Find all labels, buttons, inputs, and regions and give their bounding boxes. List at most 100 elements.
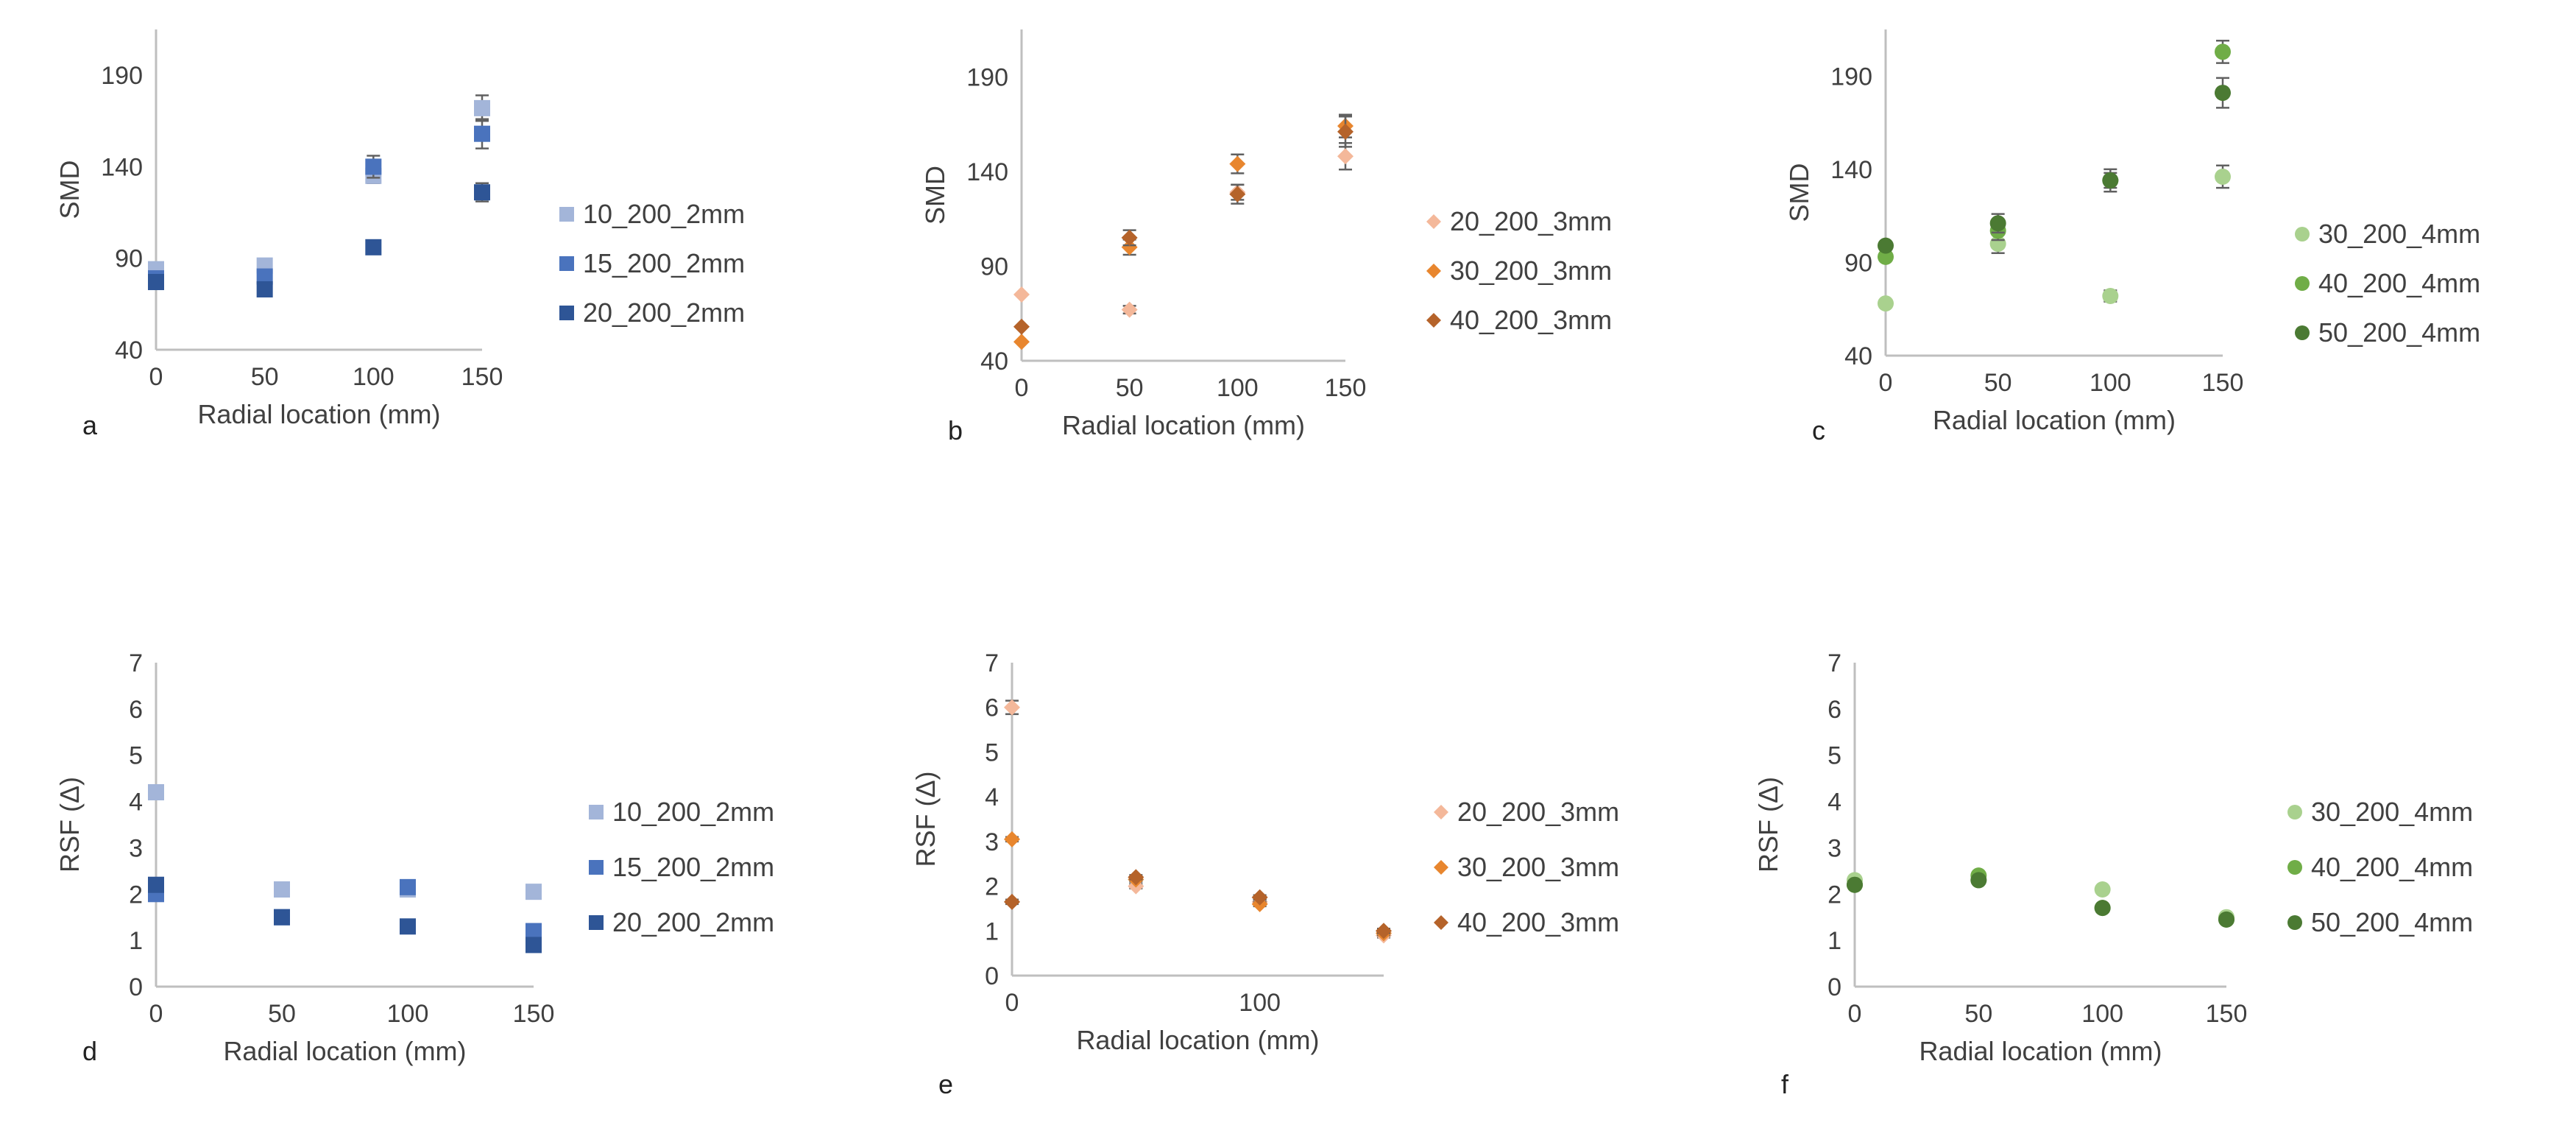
x-tick-label: 150 xyxy=(461,363,503,391)
chart-panel-a: 40 90 140 190 0 50 100 150 Radial location (mm) S… xyxy=(54,29,745,440)
y-tick-label: 40 xyxy=(1844,342,1872,370)
data-point-30_200_3mm xyxy=(1004,831,1020,847)
legend-marker-20_200_2mm xyxy=(589,915,604,930)
panel-label: b xyxy=(948,415,963,445)
y-tick-label: 4 xyxy=(129,789,143,817)
data-point-15_200_2mm xyxy=(474,125,490,142)
y-tick-label: 3 xyxy=(985,828,999,856)
x-axis-label: Radial location (mm) xyxy=(1076,1025,1319,1055)
data-point-20_200_3mm xyxy=(1121,301,1138,318)
data-point-20_200_2mm xyxy=(274,909,290,926)
legend-marker-20_200_3mm xyxy=(1434,805,1448,819)
x-tick-label: 100 xyxy=(387,1000,429,1028)
data-point-40_200_3mm xyxy=(1121,229,1138,246)
y-axis-label: RSF (Δ) xyxy=(54,777,85,873)
legend-label: 50_200_4mm xyxy=(2311,907,2473,937)
y-axis-label: RSF (Δ) xyxy=(910,771,941,867)
y-tick-label: 2 xyxy=(1827,881,1841,909)
data-point-20_200_2mm xyxy=(256,281,273,297)
legend-label: 30_200_4mm xyxy=(2318,219,2480,249)
y-axis-label: SMD xyxy=(1784,163,1814,222)
y-axis-label: SMD xyxy=(920,166,950,225)
legend-marker-40_200_4mm xyxy=(2287,860,2302,875)
legend-label: 30_200_4mm xyxy=(2311,797,2473,827)
y-tick-label: 6 xyxy=(129,696,143,724)
y-tick-label: 90 xyxy=(115,245,143,273)
legend-marker-15_200_2mm xyxy=(589,860,604,875)
x-tick-label: 100 xyxy=(353,363,394,391)
data-point-20_200_3mm xyxy=(1004,699,1020,716)
data-point-30_200_4mm xyxy=(2094,881,2111,898)
y-tick-label: 2 xyxy=(129,881,143,909)
legend-label: 40_200_4mm xyxy=(2311,852,2473,882)
legend-label: 40_200_3mm xyxy=(1457,907,1619,937)
data-point-20_200_2mm xyxy=(148,876,164,893)
x-tick-label: 50 xyxy=(1964,1000,1992,1028)
data-point-15_200_2mm xyxy=(400,878,416,895)
legend-label: 40_200_3mm xyxy=(1450,305,1612,335)
y-tick-label: 190 xyxy=(966,63,1008,91)
x-tick-label: 0 xyxy=(149,1000,163,1028)
legend-marker-50_200_4mm xyxy=(2287,915,2302,930)
x-tick-label: 0 xyxy=(1879,369,1893,397)
panel-label: a xyxy=(82,410,98,440)
y-tick-label: 190 xyxy=(101,62,143,90)
y-tick-label: 4 xyxy=(1827,789,1841,817)
data-point-15_200_2mm xyxy=(365,158,382,175)
legend-marker-10_200_2mm xyxy=(589,805,604,819)
x-tick-label: 150 xyxy=(513,1000,555,1028)
legend-marker-20_200_2mm xyxy=(559,306,574,320)
legend-marker-40_200_3mm xyxy=(1434,915,1448,930)
y-tick-label: 5 xyxy=(985,739,999,766)
legend-marker-30_200_4mm xyxy=(2295,227,2310,242)
legend-label: 20_200_2mm xyxy=(612,907,774,937)
x-axis-label: Radial location (mm) xyxy=(223,1036,466,1066)
x-tick-label: 100 xyxy=(1217,374,1259,402)
x-axis-label: Radial location (mm) xyxy=(197,399,440,429)
legend-label: 20_200_3mm xyxy=(1450,206,1612,236)
data-point-50_200_4mm xyxy=(1847,876,1863,893)
data-point-20_200_2mm xyxy=(526,937,542,953)
chart-panel-c: 40 90 140 190 0 50 100 150 Radial location (mm) S… xyxy=(1784,29,2480,445)
legend-label: 15_200_2mm xyxy=(583,248,745,278)
data-point-20_200_2mm xyxy=(365,239,382,255)
x-tick-label: 0 xyxy=(1015,374,1029,402)
x-tick-label: 100 xyxy=(2090,369,2131,397)
data-point-30_200_4mm xyxy=(2102,287,2119,304)
panel-label: f xyxy=(1781,1069,1789,1099)
chart-panel-b: 40 90 140 190 0 50 100 150 Radial location (mm) S… xyxy=(920,29,1612,445)
x-tick-label: 100 xyxy=(2081,1000,2123,1028)
data-point-40_200_3mm xyxy=(1229,186,1246,202)
x-tick-label: 50 xyxy=(268,1000,296,1028)
legend-label: 30_200_3mm xyxy=(1450,255,1612,286)
y-tick-label: 6 xyxy=(1827,696,1841,724)
data-point-30_200_4mm xyxy=(2215,168,2231,185)
data-point-50_200_4mm xyxy=(2102,172,2119,189)
panel-label: c xyxy=(1812,415,1825,445)
legend-label: 10_200_2mm xyxy=(583,199,745,229)
legend-marker-40_200_4mm xyxy=(2295,276,2310,291)
legend-marker-30_200_3mm xyxy=(1434,860,1448,875)
x-tick-label: 150 xyxy=(2206,1000,2248,1028)
data-point-10_200_2mm xyxy=(148,784,164,800)
data-point-50_200_4mm xyxy=(2094,900,2111,917)
y-tick-label: 140 xyxy=(101,153,143,181)
legend-marker-20_200_3mm xyxy=(1426,214,1441,229)
x-tick-label: 50 xyxy=(251,363,279,391)
y-tick-label: 0 xyxy=(985,962,999,990)
y-tick-label: 1 xyxy=(985,917,999,945)
chart-panel-d: 0 1 2 3 4 5 6 7 0 50 100 150 Radial location (mm) RSF… xyxy=(54,649,774,1066)
data-point-50_200_4mm xyxy=(2218,911,2234,928)
x-tick-label: 150 xyxy=(1325,374,1367,402)
x-tick-label: 50 xyxy=(1116,374,1144,402)
data-point-30_200_3mm xyxy=(1229,155,1246,172)
data-point-40_200_3mm xyxy=(1013,318,1030,335)
y-tick-label: 5 xyxy=(1827,742,1841,770)
y-tick-label: 3 xyxy=(129,834,143,862)
legend-label: 15_200_2mm xyxy=(612,852,774,882)
y-tick-label: 140 xyxy=(1830,156,1872,184)
x-tick-label: 100 xyxy=(1239,989,1281,1017)
y-axis-label: RSF (Δ) xyxy=(1753,777,1783,873)
legend-label: 40_200_4mm xyxy=(2318,268,2480,298)
